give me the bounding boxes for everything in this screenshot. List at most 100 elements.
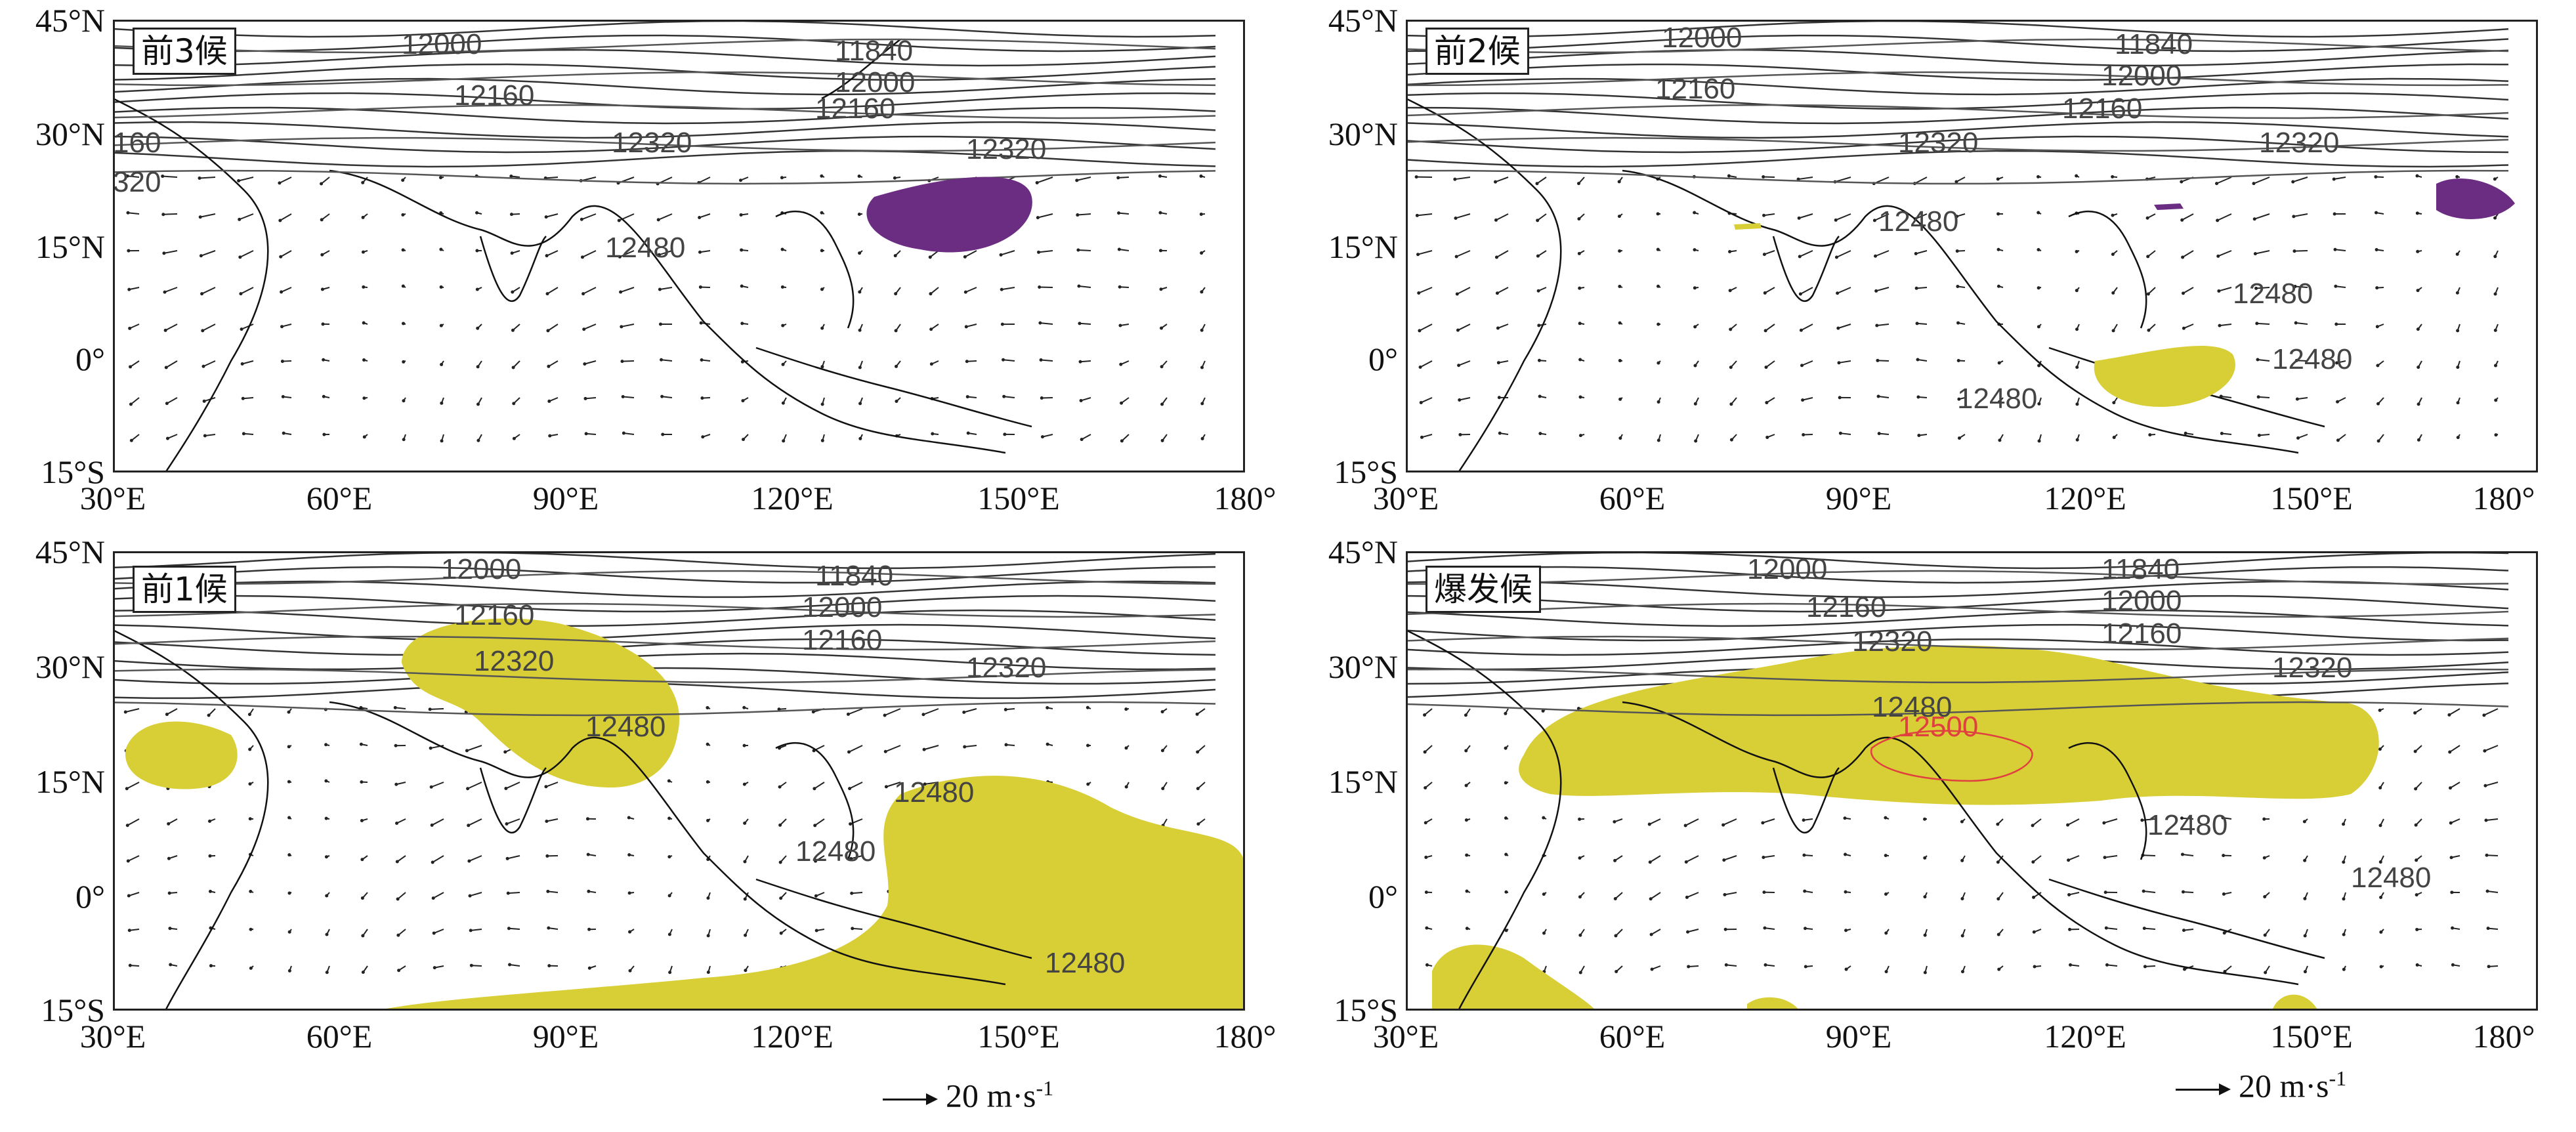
svg-text:12000: 12000 bbox=[1662, 22, 1742, 54]
lat-label: 15°N bbox=[1328, 228, 1398, 265]
lon-label: 90°E bbox=[1825, 1018, 1892, 1055]
svg-text:12320: 12320 bbox=[474, 645, 554, 677]
lon-label: 30°E bbox=[1372, 480, 1439, 516]
svg-text:11840: 11840 bbox=[2115, 28, 2193, 60]
lat-label: 30°N bbox=[35, 648, 105, 685]
lon-label: 180° bbox=[2472, 1018, 2535, 1055]
contour-12500 bbox=[1870, 730, 2033, 782]
svg-text:12480: 12480 bbox=[1878, 205, 1958, 238]
anomaly-region-yellow bbox=[2272, 994, 2318, 1011]
lat-label: 30°N bbox=[35, 115, 105, 152]
map-plot-pre3: 12000 11840 12000 12160 12160 12320 1232… bbox=[113, 20, 1245, 472]
svg-text:12320: 12320 bbox=[2259, 127, 2339, 159]
reference-vector: 20 m·s-1 bbox=[883, 1076, 1053, 1115]
map-canvas-pre3: 12000 11840 12000 12160 12160 12320 1232… bbox=[113, 20, 1216, 472]
map-plot-onset: 12000 11840 12000 12160 12160 12320 1232… bbox=[1406, 551, 2538, 1011]
lon-label: 90°E bbox=[532, 480, 599, 516]
anomaly-region-yellow bbox=[1747, 997, 1800, 1011]
westerly-streamlines bbox=[113, 551, 1216, 700]
svg-text:12000: 12000 bbox=[2101, 585, 2182, 617]
map-plot-pre1: 12000 11840 12000 12160 12160 12320 1232… bbox=[113, 551, 1245, 1011]
lat-label: 15°N bbox=[1328, 763, 1398, 800]
coastlines bbox=[113, 39, 1032, 472]
lat-label: 0° bbox=[75, 878, 105, 915]
lat-label: 15°S bbox=[41, 453, 105, 490]
reference-vector: 20 m·s-1 bbox=[2176, 1066, 2346, 1105]
coastlines bbox=[113, 629, 1032, 1011]
anomaly-region-yellow bbox=[375, 776, 1245, 1011]
lon-label: 60°E bbox=[1599, 1018, 1666, 1055]
svg-text:12000: 12000 bbox=[835, 66, 915, 98]
svg-text:12000: 12000 bbox=[2101, 60, 2182, 92]
contour-labels: 12000 11840 12000 12160 12160 12320 1232… bbox=[1655, 22, 2352, 415]
geopotential-contours bbox=[113, 570, 1216, 717]
svg-text:11840: 11840 bbox=[2101, 553, 2180, 585]
lon-label: 150°E bbox=[2270, 480, 2353, 516]
lat-label: 15°N bbox=[35, 763, 105, 800]
svg-text:12000: 12000 bbox=[402, 28, 482, 60]
lat-label: 30°N bbox=[1328, 115, 1398, 152]
svg-text:12160: 12160 bbox=[1655, 73, 1735, 105]
reference-vector-label: 20 m·s bbox=[946, 1077, 1036, 1114]
contour-labels: 12000 11840 12000 12160 12160 12320 1232… bbox=[113, 28, 1046, 264]
panel-label: 爆发候 bbox=[1425, 566, 1541, 613]
contour-labels: 12000 11840 12000 12160 12160 12320 1232… bbox=[441, 553, 1125, 979]
svg-text:11840: 11840 bbox=[815, 560, 893, 592]
svg-text:320: 320 bbox=[113, 166, 161, 198]
lon-label: 30°E bbox=[79, 1018, 146, 1055]
svg-text:12320: 12320 bbox=[1898, 127, 1978, 159]
svg-text:12000: 12000 bbox=[441, 553, 521, 585]
svg-text:12320: 12320 bbox=[966, 133, 1046, 165]
svg-text:12000: 12000 bbox=[1747, 553, 1827, 585]
svg-text:12160: 12160 bbox=[815, 93, 895, 125]
lon-label: 90°E bbox=[532, 1018, 599, 1055]
map-canvas-pre1: 12000 11840 12000 12160 12160 12320 1232… bbox=[113, 551, 1245, 1011]
anomaly-region-yellow bbox=[402, 618, 680, 787]
lat-label: 0° bbox=[1368, 878, 1398, 915]
reference-arrow-icon bbox=[883, 1093, 938, 1105]
svg-text:12480: 12480 bbox=[605, 232, 685, 264]
lat-label: 45°N bbox=[1328, 534, 1398, 570]
lat-label: 45°N bbox=[1328, 2, 1398, 39]
lat-label: 15°S bbox=[1334, 453, 1398, 490]
lon-label: 120°E bbox=[751, 1018, 834, 1055]
lat-label: 0° bbox=[75, 341, 105, 377]
anomaly-region-yellow bbox=[1519, 645, 2379, 805]
svg-text:12160: 12160 bbox=[1806, 591, 1886, 623]
lat-label: 15°S bbox=[1334, 992, 1398, 1028]
map-canvas-onset: 12000 11840 12000 12160 12160 12320 1232… bbox=[1406, 551, 2509, 1011]
svg-text:12480: 12480 bbox=[2233, 278, 2313, 310]
panel-label: 前1候 bbox=[133, 566, 236, 613]
lon-label: 30°E bbox=[1372, 1018, 1439, 1055]
svg-text:12320: 12320 bbox=[966, 652, 1046, 684]
lat-label: 15°N bbox=[35, 228, 105, 265]
reference-vector-exponent: -1 bbox=[1036, 1076, 1054, 1100]
svg-text:12480: 12480 bbox=[1872, 691, 1952, 723]
svg-text:12480: 12480 bbox=[894, 776, 974, 808]
anomaly-region-purple bbox=[2154, 203, 2184, 210]
anomaly-region-yellow bbox=[1432, 944, 1596, 1011]
svg-text:160: 160 bbox=[113, 127, 161, 159]
lon-label: 60°E bbox=[1599, 480, 1666, 516]
svg-text:12480: 12480 bbox=[2351, 862, 2431, 894]
coastlines bbox=[1406, 629, 2325, 1011]
svg-text:12160: 12160 bbox=[802, 624, 882, 656]
reference-arrow-icon bbox=[2176, 1083, 2231, 1095]
lon-label: 90°E bbox=[1825, 480, 1892, 516]
panel-label: 前3候 bbox=[133, 28, 236, 75]
svg-text:12000: 12000 bbox=[802, 591, 882, 623]
lon-label: 60°E bbox=[306, 480, 373, 516]
lat-label: 30°N bbox=[1328, 648, 1398, 685]
svg-text:12480: 12480 bbox=[2272, 343, 2352, 375]
svg-text:12500: 12500 bbox=[1898, 711, 1978, 743]
svg-text:12480: 12480 bbox=[2147, 809, 2228, 841]
svg-text:12320: 12320 bbox=[2272, 652, 2352, 684]
lon-label: 180° bbox=[2472, 480, 2535, 516]
svg-text:12320: 12320 bbox=[612, 127, 692, 159]
anomaly-region-purple bbox=[866, 177, 1032, 253]
lon-label: 60°E bbox=[306, 1018, 373, 1055]
svg-text:12480: 12480 bbox=[1957, 383, 2037, 415]
geopotential-contours bbox=[1406, 38, 2509, 185]
lon-label: 180° bbox=[1214, 1018, 1277, 1055]
lon-label: 120°E bbox=[751, 480, 834, 516]
